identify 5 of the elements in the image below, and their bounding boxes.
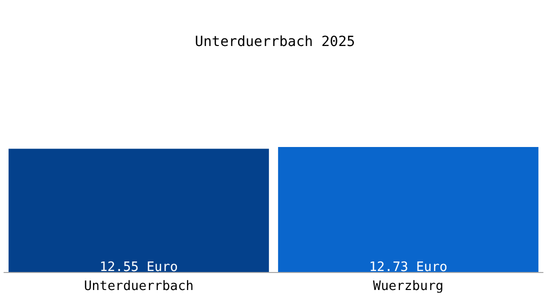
- x-tick-label: Unterduerrbach: [84, 279, 194, 294]
- data-label: 12.55 Euro: [100, 260, 178, 275]
- x-tick-label: Wuerzburg: [373, 279, 444, 294]
- data-label: 12.73 Euro: [369, 260, 448, 275]
- chart-title: Unterduerrbach 2025: [194, 34, 356, 50]
